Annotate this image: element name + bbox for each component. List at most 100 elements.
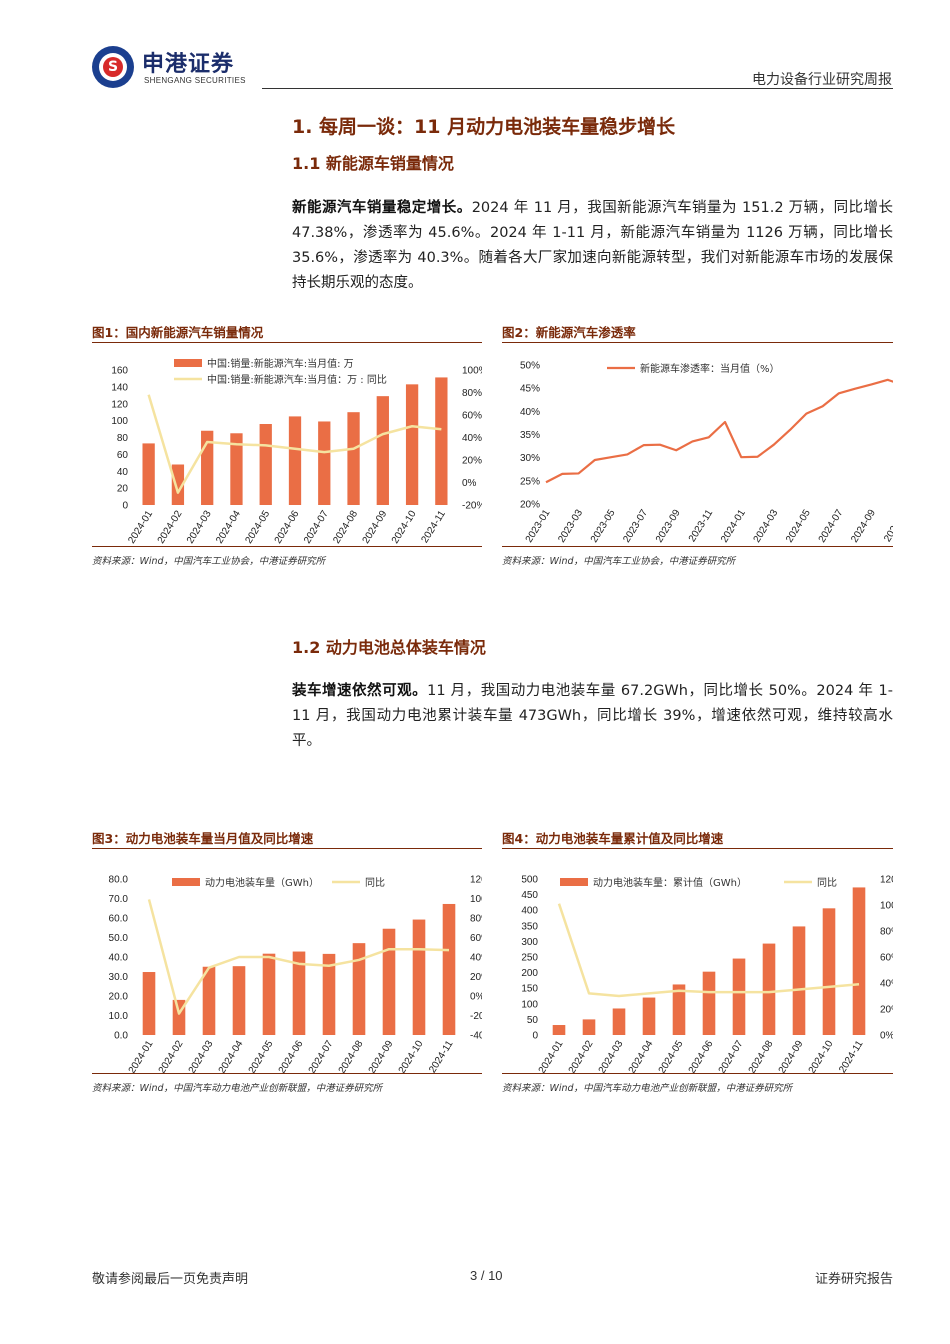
paragraph-body: 2024 年 11 月，我国新能源汽车销量为 151.2 万辆，同比增长 47.…: [292, 200, 893, 291]
y-left-tick-label: 80: [117, 433, 129, 444]
figure-4-title: 图4：动力电池装车量累计值及同比增速: [502, 831, 724, 846]
footer-disclaimer: 敬请参阅最后一页免责声明: [92, 1272, 249, 1287]
section-heading: 1. 每周一谈：11 月动力电池装车量稳步增长: [292, 116, 676, 138]
x-tick-label: 2024-08: [337, 1038, 366, 1073]
x-tick-label: 2024-09: [777, 1038, 806, 1073]
y-right-tick-label: 60%: [880, 953, 893, 964]
x-tick-label: 2024-08: [331, 508, 360, 545]
y-left-tick-label: 200: [521, 968, 538, 979]
figure-3-bottom-rule: [92, 1073, 482, 1074]
bar: [288, 416, 302, 505]
x-tick-label: 2023-11: [687, 507, 716, 544]
figure-1-svg: 0 20 40 60 80 100 120 140 160 -20% 0% 20% 40% 60% 80% 1…: [111, 357, 482, 545]
figure-3-svg: 0.0 10.0 20.0 30.0 40.0 50.0 60.0 70.0 80.0 -40% -…: [109, 875, 482, 1074]
bar: [230, 433, 243, 505]
figure-1-title: 图1：国内新能源汽车销量情况: [92, 325, 264, 340]
report-category: 电力设备行业研究周报: [752, 72, 892, 88]
y-left-tick-label: 140: [111, 382, 128, 393]
legend-line-label: 新能源车渗透率：当月值（%）: [640, 362, 780, 375]
page-number: 3 / 10: [470, 1268, 503, 1283]
bar: [792, 926, 806, 1035]
legend-bar-label: 动力电池装车量（GWh）: [205, 876, 319, 889]
y-left-tick-label: 30.0: [109, 972, 129, 983]
x-tick-label: 2024-01: [126, 508, 155, 545]
x-tick-label: 2024-03: [752, 507, 781, 544]
bar: [202, 966, 216, 1035]
legend-line-label: 中国:销量:新能源汽车:当月值：万 : 同比: [207, 373, 387, 386]
y-left-tick-label: 500: [521, 875, 538, 886]
bar: [171, 464, 185, 505]
y-left-tick-label: 400: [521, 906, 538, 917]
figure-4-svg: 0 50 100 150 200 250 300 350 400 450 500 0% 20% 40% 60…: [521, 875, 893, 1074]
bar: [142, 972, 156, 1035]
y-right-tick-label: 40%: [462, 433, 482, 444]
y-tick-label: 35%: [520, 430, 540, 441]
figure-3-chart: 0.0 10.0 20.0 30.0 40.0 50.0 60.0 70.0 80.0 -40% -…: [92, 849, 482, 1074]
y-left-tick-label: 100: [111, 416, 128, 427]
bar: [318, 421, 331, 505]
bar: [232, 966, 246, 1035]
bar: [762, 943, 776, 1035]
y-left-tick-label: 120: [111, 399, 128, 410]
series-line: [147, 899, 450, 1015]
x-tick-label: 2024-06: [273, 508, 302, 545]
bar: [442, 903, 456, 1035]
bar: [582, 1019, 596, 1035]
y-right-tick-label: 60%: [470, 933, 482, 944]
legend-bar-label: 动力电池装车量：累计值（GWh）: [593, 876, 747, 889]
figure-2-chart: 20% 25% 30% 35% 40% 45% 50% 2023-01 2023-03 2023-…: [502, 343, 893, 545]
x-tick-label: 2024-10: [807, 1038, 836, 1073]
y-right-tick-label: -40%: [470, 1031, 482, 1042]
y-left-tick-label: 60: [117, 450, 129, 461]
x-tick-label: 2024-11: [882, 507, 893, 544]
y-left-tick-label: 150: [521, 984, 538, 995]
figure-3-title: 图3：动力电池装车量当月值及同比增速: [92, 831, 314, 846]
y-left-tick-label: 300: [521, 937, 538, 948]
y-left-tick-label: 80.0: [109, 875, 129, 886]
y-left-tick-label: 160: [111, 366, 128, 377]
y-left-tick-label: 50.0: [109, 933, 129, 944]
x-tick-label: 2024-09: [367, 1038, 396, 1073]
x-tick-label: 2024-09: [361, 508, 390, 545]
x-tick-label: 2024-10: [397, 1038, 426, 1073]
header-divider: [262, 88, 893, 89]
y-tick-label: 50%: [520, 361, 540, 372]
x-tick-label: 2024-01: [127, 1038, 156, 1073]
x-tick-label: 2024-04: [217, 1038, 246, 1073]
logo-name-en: SHENGANG SECURITIES: [144, 76, 246, 85]
paragraph-battery: 装车增速依然可观。11 月，我国动力电池装车量 67.2GWh，同比增长 50%…: [292, 679, 893, 754]
y-left-tick-label: 40: [117, 467, 129, 478]
x-tick-label: 2024-06: [687, 1038, 716, 1073]
y-right-tick-label: 80%: [462, 388, 482, 399]
x-tick-label: 2024-02: [157, 1038, 186, 1073]
bar: [822, 908, 836, 1035]
y-left-tick-label: 100: [521, 999, 538, 1010]
x-tick-label: 2024-05: [243, 508, 272, 545]
paragraph-lead: 装车增速依然可观。: [292, 683, 428, 699]
x-tick-label: 2024-03: [187, 1038, 216, 1073]
y-right-tick-label: 40%: [880, 979, 893, 990]
figure-4-top-rule: [502, 848, 893, 849]
y-left-tick-label: 70.0: [109, 894, 129, 905]
y-right-tick-label: 80%: [880, 927, 893, 938]
y-tick-label: 25%: [520, 476, 540, 487]
x-tick-label: 2024-07: [717, 1038, 746, 1073]
bar: [382, 928, 396, 1035]
y-left-tick-label: 40.0: [109, 953, 129, 964]
figure-4-bottom-rule: [502, 1073, 893, 1074]
x-tick-label: 2024-05: [657, 1038, 686, 1073]
y-right-tick-label: 0%: [462, 478, 477, 489]
bar: [672, 984, 686, 1035]
figure-3-top-rule: [92, 848, 482, 849]
y-right-tick-label: 100%: [880, 901, 893, 912]
y-right-tick-label: 80%: [470, 914, 482, 925]
figure-4-source: 资料来源：Wind，中国汽车动力电池产业创新联盟，中港证券研究所: [502, 1083, 793, 1094]
legend-bar-swatch: [172, 878, 200, 886]
y-left-tick-label: 60.0: [109, 914, 129, 925]
y-right-tick-label: -20%: [462, 501, 482, 512]
x-tick-label: 2024-04: [627, 1038, 656, 1073]
series-line: [147, 394, 442, 494]
legend-bar-swatch: [560, 878, 588, 886]
y-right-tick-label: -20%: [470, 1011, 482, 1022]
y-tick-label: 45%: [520, 384, 540, 395]
